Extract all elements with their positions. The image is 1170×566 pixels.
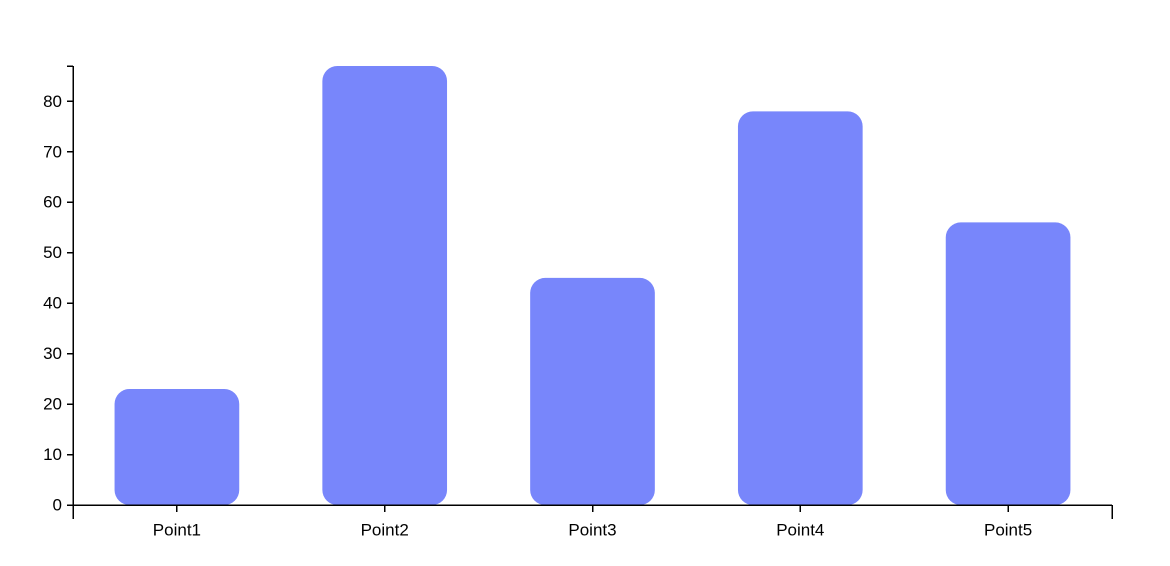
bar-point1 (114, 388, 240, 505)
y-tick-label: 70 (43, 142, 62, 161)
x-tick-label: Point2 (361, 521, 409, 540)
x-tick-label: Point5 (984, 521, 1032, 540)
bar-point3 (530, 277, 655, 505)
y-tick-label: 20 (43, 395, 62, 414)
x-axis: Point1 Point2 Point3 Point4 Point5 (72, 504, 1113, 540)
x-ticks: Point1 Point2 Point3 Point4 Point5 (72, 505, 1113, 540)
bar-point2 (322, 66, 448, 505)
x-tick-label: Point1 (153, 521, 201, 540)
y-tick-label: 10 (43, 445, 62, 464)
bar-point4 (737, 111, 863, 506)
y-ticks: 0 10 20 30 40 50 60 70 80 (43, 65, 73, 515)
x-tick-label: Point3 (568, 521, 616, 540)
y-axis: 0 10 20 30 40 50 60 70 80 (43, 65, 74, 515)
y-tick-label: 80 (43, 92, 62, 111)
bar-point5 (945, 222, 1071, 505)
y-tick-label: 60 (43, 193, 62, 212)
y-tick-label: 30 (43, 344, 62, 363)
y-tick-label: 0 (53, 496, 62, 515)
y-tick-label: 50 (43, 243, 62, 262)
x-tick-label: Point4 (776, 521, 824, 540)
y-tick-label: 40 (43, 294, 62, 313)
bars-group (114, 66, 1071, 506)
